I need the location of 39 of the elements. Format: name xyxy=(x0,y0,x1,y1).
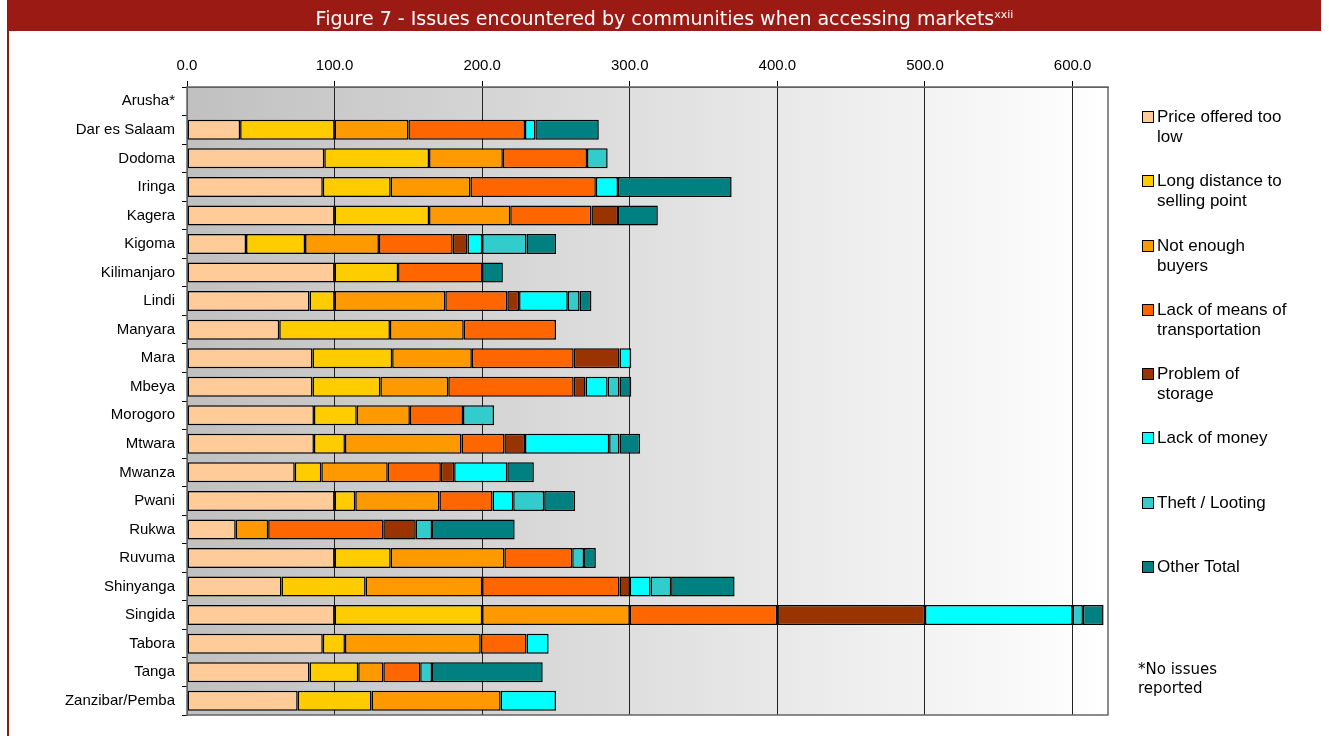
legend-label: Lack of money xyxy=(1157,428,1268,448)
y-tick-label: Dar es Salaam xyxy=(75,119,175,137)
x-tick-label: 300.0 xyxy=(611,56,649,74)
y-tick-label: Kigoma xyxy=(124,234,176,252)
legend-label: Not enough buyers xyxy=(1157,235,1245,275)
x-tick-label: 400.0 xyxy=(758,56,797,74)
y-tick-label: Mtwara xyxy=(125,433,176,451)
y-tick-label: Singida xyxy=(124,605,176,623)
y-tick-label: Kilimanjaro xyxy=(100,262,175,280)
y-tick-label: Tabora xyxy=(129,633,176,651)
x-tick-label: 0.0 xyxy=(176,56,198,74)
legend-label: Long distance to selling point xyxy=(1157,171,1282,211)
legend-label: Other Total xyxy=(1157,557,1240,577)
y-tick-label: Mara xyxy=(140,348,176,366)
legend-label: Lack of means of transportation xyxy=(1157,299,1287,339)
y-tick-label: Ruvuma xyxy=(119,548,176,566)
y-tick-label: Morogoro xyxy=(110,405,175,423)
y-tick-label: Shinyanga xyxy=(104,576,176,594)
y-tick-label: Pwani xyxy=(134,491,175,509)
legend-label: Problem of storage xyxy=(1157,364,1240,404)
y-tick-label: Dodoma xyxy=(118,148,176,166)
x-tick-label: 200.0 xyxy=(463,56,501,74)
x-tick-label: 500.0 xyxy=(906,56,944,74)
legend-label: Theft / Looting xyxy=(1157,492,1266,512)
y-tick-label: Iringa xyxy=(137,177,176,195)
y-tick-label: Mbeya xyxy=(129,376,176,394)
x-tick-label: 100.0 xyxy=(315,56,354,74)
y-tick-label: Zanzibar/Pemba xyxy=(64,690,176,708)
y-tick-label: Tanga xyxy=(134,662,176,680)
y-tick-label: Kagera xyxy=(126,205,176,223)
y-tick-label: Rukwa xyxy=(129,519,176,537)
chart-title: Figure 7 - Issues encountered by communities when accessing markets$^{xxii}$ xyxy=(8,0,1321,31)
legend-label: Price offered too low xyxy=(1157,107,1282,146)
y-tick-label: Arusha* xyxy=(121,91,176,109)
y-tick-label: Manyara xyxy=(116,319,176,337)
x-tick-label: 600.0 xyxy=(1053,56,1092,74)
y-tick-label: Mwanza xyxy=(119,462,176,480)
text: *No issues reported xyxy=(1138,660,1218,698)
y-tick-label: Lindi xyxy=(143,291,175,309)
